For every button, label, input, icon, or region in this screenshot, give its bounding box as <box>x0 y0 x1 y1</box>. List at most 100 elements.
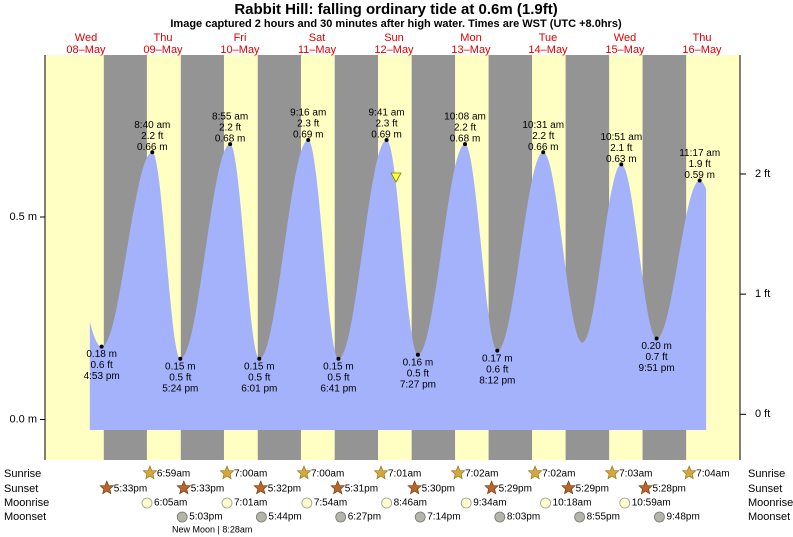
moon-icon <box>176 511 188 523</box>
moon-icon <box>619 497 631 509</box>
almanac-time: 5:28pm <box>653 484 686 495</box>
sun-icon <box>484 480 499 495</box>
extreme-label: 2.2 ft <box>532 131 554 142</box>
sun-icon <box>142 465 158 480</box>
extreme-label: 0.68 m <box>450 134 481 145</box>
almanac-time: 10:18am <box>553 498 592 509</box>
tide-extreme-point <box>306 138 311 143</box>
extreme-label: 2.3 ft <box>375 119 397 130</box>
almanac-time: 7:00am <box>234 469 267 480</box>
moon-icon <box>141 497 153 509</box>
weekday-label: Sat <box>309 32 326 44</box>
weekday-label: Thu <box>154 32 173 44</box>
sun-icon <box>253 480 269 495</box>
almanac-time: 7:02am <box>542 469 575 480</box>
y2-tick-label: 1 ft <box>755 288 770 300</box>
sun-icon <box>561 480 576 495</box>
sun-icon <box>219 465 235 480</box>
sun-icon <box>296 465 312 480</box>
extreme-label: 2.2 ft <box>141 131 163 142</box>
almanac-row-label: Sunset <box>4 483 38 495</box>
almanac-time: 5:03pm <box>189 512 222 523</box>
extreme-label: 0.69 m <box>293 130 324 141</box>
moon-icon <box>460 497 472 509</box>
almanac-time: 8:55pm <box>587 512 620 523</box>
extreme-label: 2.3 ft <box>297 119 319 130</box>
date-label: 11–May <box>298 44 337 56</box>
moon-icon <box>221 497 233 509</box>
sun-icon <box>604 465 620 480</box>
almanac-time: 5:31pm <box>345 484 378 495</box>
extreme-label: 5:24 pm <box>162 383 198 394</box>
almanac-time: 6:59am <box>157 469 190 480</box>
tide-extreme-point <box>384 138 389 143</box>
almanac-time: 10:59am <box>632 498 671 509</box>
extreme-label: 9:41 am <box>368 108 404 119</box>
weekday-label: Mon <box>460 32 481 44</box>
tide-extreme-point <box>228 142 233 147</box>
tide-extreme-point <box>463 142 468 147</box>
almanac-row-label: Sunset <box>748 483 782 495</box>
extreme-label: 0.5 ft <box>407 368 429 379</box>
almanac-time: 6:27pm <box>348 512 381 523</box>
almanac-row-label: Moonset <box>748 511 790 523</box>
sun-icon <box>99 480 115 495</box>
almanac-time: 5:33pm <box>191 484 224 495</box>
extreme-label: 11:17 am <box>679 148 720 159</box>
tide-extreme-point <box>99 344 104 349</box>
almanac-time: 7:04am <box>696 469 729 480</box>
almanac-time: 7:54am <box>314 498 347 509</box>
sun-icon <box>407 480 423 495</box>
tide-area <box>89 140 707 430</box>
sun-icon <box>681 465 697 480</box>
tide-extreme-point <box>415 352 420 357</box>
weekday-label: Fri <box>234 32 247 44</box>
y-tick-label: 0.5 m <box>9 211 37 223</box>
extreme-label: 6:01 pm <box>241 383 277 394</box>
extreme-label: 0.5 ft <box>169 372 191 383</box>
almanac-time: 5:29pm <box>576 484 609 495</box>
extreme-label: 0.66 m <box>528 142 559 153</box>
moon-icon <box>301 497 313 509</box>
extreme-label: 8:40 am <box>134 120 170 131</box>
almanac-time: 5:30pm <box>422 484 455 495</box>
date-label: 14–May <box>528 44 568 56</box>
chart-title: Rabbit Hill: falling ordinary tide at 0.… <box>234 1 557 18</box>
moon-icon <box>255 511 267 523</box>
extreme-label: 0.16 m <box>403 357 434 368</box>
tide-extreme-point <box>178 356 183 361</box>
extreme-label: 0.18 m <box>86 349 117 360</box>
almanac-time: 7:00am <box>311 469 344 480</box>
extreme-label: 0.63 m <box>606 154 637 165</box>
tide-extreme-point <box>257 356 262 361</box>
extreme-label: 0.68 m <box>215 134 246 145</box>
extreme-label: 10:51 am <box>600 132 642 143</box>
almanac-time: 7:03am <box>619 469 652 480</box>
extreme-label: 9:16 am <box>290 108 326 119</box>
date-label: 10–May <box>220 44 260 56</box>
extreme-label: 0.15 m <box>165 361 196 372</box>
moon-icon <box>654 511 665 523</box>
extreme-label: 0.15 m <box>244 361 275 372</box>
tide-extreme-point <box>150 150 155 155</box>
date-label: 15–May <box>605 44 645 56</box>
tide-extreme-point <box>654 336 659 341</box>
weekday-label: Wed <box>614 32 636 44</box>
almanac-time: 5:32pm <box>268 484 301 495</box>
almanac-row-label: Sunrise <box>4 468 41 480</box>
almanac-time: 7:02am <box>465 469 498 480</box>
extreme-label: 0.6 ft <box>91 360 113 371</box>
moon-icon <box>574 511 586 523</box>
moon-icon <box>494 511 506 523</box>
almanac-time: 8:03pm <box>507 512 540 523</box>
almanac-time: 7:01am <box>388 469 421 480</box>
sun-icon <box>638 480 653 495</box>
tide-extreme-point <box>619 162 624 167</box>
extreme-label: 0.5 ft <box>327 372 349 383</box>
almanac-time: 9:34am <box>473 498 506 509</box>
almanac-row-label: Moonrise <box>4 497 49 509</box>
extreme-label: 2.2 ft <box>219 123 241 134</box>
weekday-label: Thu <box>693 32 712 44</box>
moon-icon <box>381 497 393 509</box>
